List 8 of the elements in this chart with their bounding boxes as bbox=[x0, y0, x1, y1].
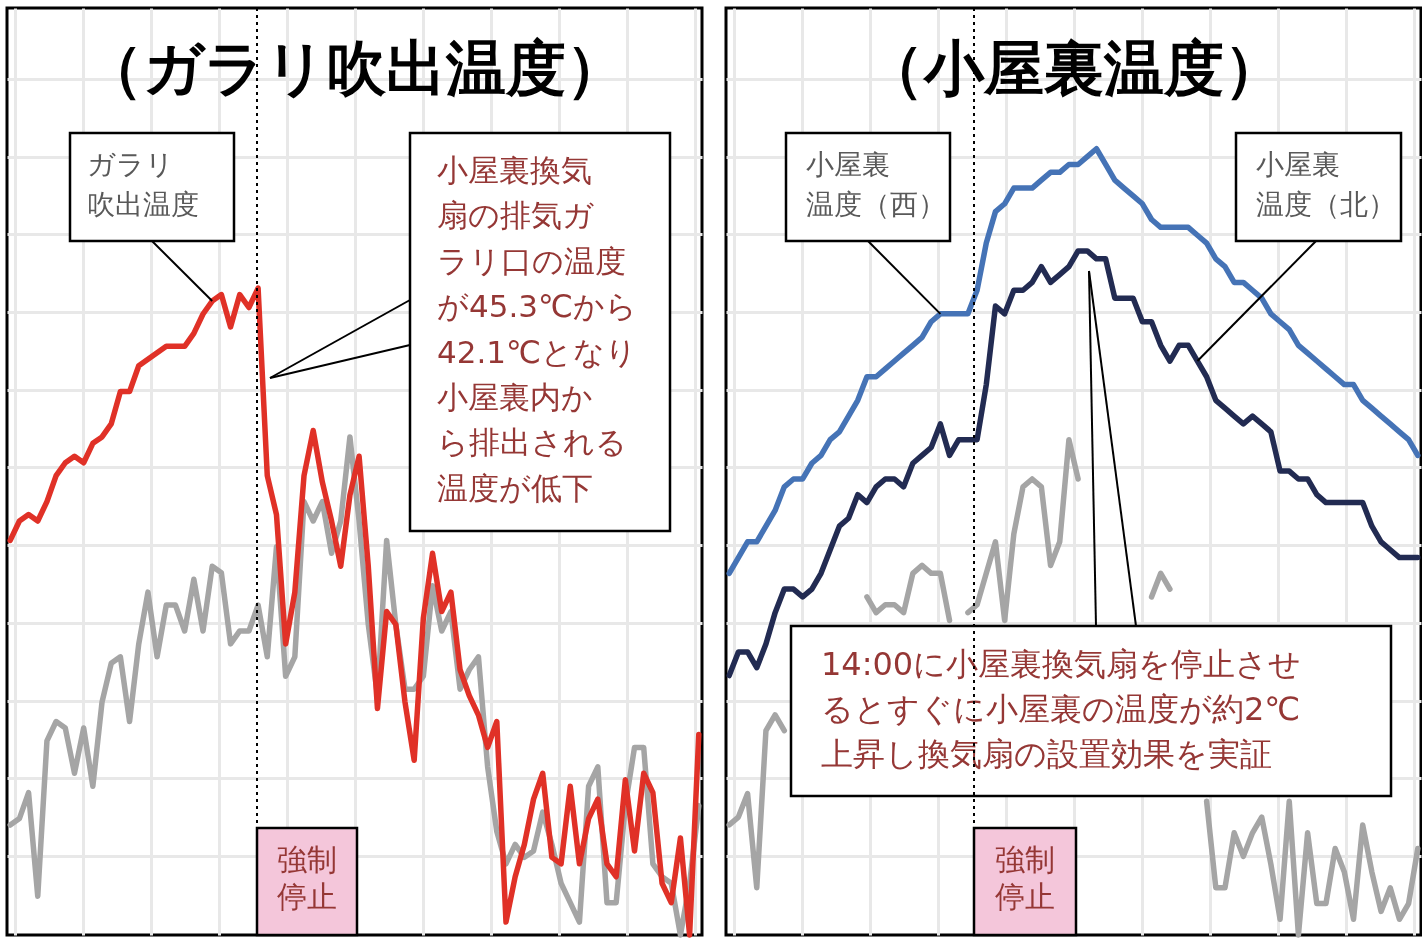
annotation: 小屋裏換気扇の排気ガラリ口の温度が45.3℃から42.1℃となり小屋裏内から排出される温度が低下 bbox=[437, 152, 637, 506]
chart-title: （ガラリ吹出温度） bbox=[83, 33, 626, 103]
annotation: 強制停止 bbox=[995, 842, 1055, 914]
series-label: 小屋裏温度（西） bbox=[806, 148, 946, 221]
chart-title: （小屋裏温度） bbox=[863, 33, 1284, 103]
annotation: 強制停止 bbox=[277, 842, 337, 914]
text: 小屋裏温度（北） bbox=[1256, 148, 1396, 221]
text: ガラリ吹出温度 bbox=[87, 148, 199, 221]
